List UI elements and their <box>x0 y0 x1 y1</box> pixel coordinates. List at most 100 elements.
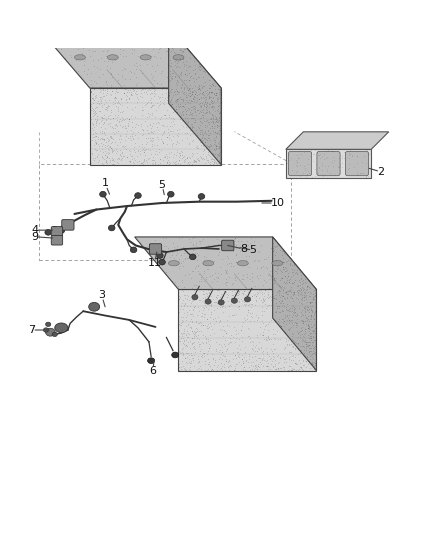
Point <box>279 302 286 310</box>
Point <box>221 366 228 374</box>
Point <box>217 118 224 126</box>
Point <box>310 294 317 303</box>
Point <box>293 168 300 176</box>
Ellipse shape <box>109 225 115 231</box>
Point <box>214 117 221 126</box>
Point <box>105 160 112 169</box>
Point <box>176 156 183 164</box>
Point <box>292 269 299 278</box>
Point <box>210 361 217 369</box>
Ellipse shape <box>205 299 211 304</box>
Point <box>270 246 277 254</box>
Point <box>103 62 110 70</box>
Point <box>308 314 315 323</box>
Point <box>180 302 187 310</box>
Point <box>357 169 364 177</box>
Point <box>210 80 217 89</box>
Point <box>140 126 147 134</box>
Point <box>203 117 210 125</box>
Point <box>291 365 298 373</box>
Point <box>244 301 251 309</box>
Point <box>200 110 207 119</box>
Point <box>180 308 187 317</box>
Point <box>268 309 275 317</box>
Point <box>199 337 206 346</box>
Point <box>166 126 173 135</box>
Point <box>173 146 180 155</box>
Point <box>246 363 253 372</box>
Point <box>217 103 224 112</box>
Point <box>279 362 286 371</box>
Point <box>289 294 296 302</box>
Point <box>170 132 177 140</box>
Point <box>297 348 304 356</box>
Point <box>140 157 147 165</box>
Point <box>109 138 116 147</box>
Point <box>167 40 174 49</box>
Point <box>198 309 205 317</box>
Point <box>191 57 198 66</box>
Point <box>189 160 196 168</box>
Point <box>126 94 133 102</box>
Point <box>278 251 285 260</box>
Point <box>252 362 259 370</box>
Point <box>99 159 106 167</box>
Point <box>175 95 182 103</box>
Point <box>294 339 301 348</box>
Point <box>217 91 224 99</box>
Point <box>310 295 317 303</box>
Point <box>300 329 307 338</box>
Point <box>170 153 177 161</box>
Point <box>269 349 276 358</box>
Point <box>175 320 182 328</box>
Point <box>206 288 213 297</box>
Point <box>149 134 156 143</box>
Point <box>283 258 290 266</box>
Point <box>310 355 317 364</box>
Point <box>234 303 241 311</box>
Point <box>43 28 50 36</box>
Point <box>139 106 146 115</box>
Point <box>99 36 106 44</box>
Point <box>204 142 211 150</box>
Point <box>180 97 187 106</box>
Point <box>297 289 304 298</box>
Point <box>91 145 98 154</box>
Point <box>235 302 242 310</box>
Point <box>187 72 194 80</box>
Point <box>308 346 315 355</box>
Point <box>180 95 187 104</box>
Point <box>188 334 195 342</box>
Point <box>111 93 118 102</box>
Point <box>90 56 97 64</box>
Point <box>294 280 301 289</box>
Point <box>279 353 286 361</box>
Point <box>177 53 184 62</box>
Point <box>173 39 180 48</box>
Point <box>307 322 314 331</box>
Point <box>286 293 293 302</box>
Point <box>191 351 198 359</box>
Point <box>141 146 148 154</box>
Point <box>214 277 221 286</box>
Point <box>223 278 230 286</box>
Point <box>155 135 162 143</box>
Point <box>240 357 247 366</box>
Point <box>139 146 146 154</box>
Point <box>290 287 297 296</box>
Point <box>144 60 151 68</box>
Point <box>89 150 96 158</box>
Point <box>253 289 260 298</box>
Point <box>254 288 261 296</box>
Point <box>132 89 139 98</box>
Point <box>195 84 202 92</box>
Ellipse shape <box>46 328 55 336</box>
Point <box>162 269 169 278</box>
Point <box>118 155 125 164</box>
Point <box>190 305 197 313</box>
Point <box>143 99 150 107</box>
Point <box>120 89 127 98</box>
Point <box>167 118 174 126</box>
Point <box>92 110 99 118</box>
Point <box>166 260 173 268</box>
